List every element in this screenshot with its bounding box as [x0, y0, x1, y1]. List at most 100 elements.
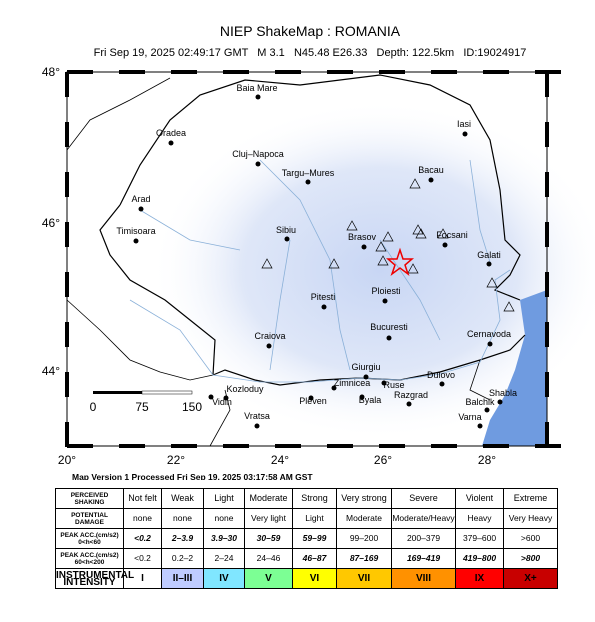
city-label: Varna [458, 412, 481, 422]
table-cell: none [123, 508, 162, 529]
station [377, 255, 389, 266]
longitude-label: 20° [58, 453, 76, 467]
frame-tick [65, 422, 69, 447]
city-label: Ruse [383, 380, 404, 390]
frame-tick [545, 272, 549, 297]
scale-label: 75 [135, 400, 149, 414]
frame-tick [119, 444, 145, 448]
city-label: Focsani [436, 230, 468, 240]
cities: Baia Mare Oradea Cluj–Napoca Targu–Mures Ias… [116, 83, 517, 429]
table-cell: Extreme [503, 488, 558, 509]
city-dot [486, 261, 492, 267]
table-cell: 169–419 [391, 548, 456, 569]
city-label: Giurgiu [351, 362, 380, 372]
table-cell: >600 [503, 528, 558, 549]
frame-tick [171, 444, 197, 448]
city-label: Pleven [299, 396, 327, 406]
station [437, 228, 449, 239]
city-dot [462, 131, 468, 137]
frame-tick [65, 272, 69, 297]
frame-tick [545, 172, 549, 197]
table-cell: Very Heavy [503, 508, 558, 529]
table-cell: I [123, 568, 162, 589]
table-cell: 30–59 [244, 528, 293, 549]
table-cell: IX [455, 568, 504, 589]
station [375, 241, 387, 252]
row-header: PERCEIVED SHAKING [55, 488, 124, 509]
station [409, 178, 421, 189]
version-note: Map Version 1 Processed Fri Sep 19, 2025… [72, 472, 313, 480]
table-cell: 59–99 [292, 528, 337, 549]
latitude-label: 46° [42, 216, 60, 230]
frame-tick [379, 444, 405, 448]
table-cell: VII [336, 568, 392, 589]
city-label: Sibiu [276, 225, 296, 235]
frame-tick [327, 444, 353, 448]
table-cell: II–III [161, 568, 204, 589]
station [407, 263, 419, 274]
table-cell: X+ [503, 568, 558, 589]
city-label: Byala [359, 395, 382, 405]
table-row: PEAK ACC.(cm/s2) 0<h<60 <0.2 2–3.9 3.9–30 30… [55, 528, 558, 549]
table-cell: Severe [391, 488, 456, 509]
city-label: Vidin [212, 397, 232, 407]
table-cell: 87–169 [336, 548, 392, 569]
frame-tick [431, 70, 457, 74]
table-cell: 2–24 [203, 548, 245, 569]
scale-label: 0 [90, 400, 97, 414]
city-label: Arad [131, 194, 150, 204]
city-dot [442, 242, 448, 248]
table-cell: 3.9–30 [203, 528, 245, 549]
row-header: POTENTIAL DAMAGE [55, 508, 124, 529]
station [382, 231, 394, 242]
city-dot [406, 401, 412, 407]
longitude-label: 22° [167, 453, 185, 467]
city-dot [477, 423, 483, 429]
city-label: Bucuresti [370, 322, 408, 332]
longitude-label: 26° [374, 453, 392, 467]
city-dot [361, 244, 367, 250]
city-dot [305, 179, 311, 185]
table-cell: Light [203, 488, 245, 509]
city-label: Brasov [348, 232, 377, 242]
frame-tick [223, 444, 249, 448]
city-label: Galati [477, 250, 501, 260]
table-cell: Violent [455, 488, 504, 509]
frame-tick [119, 70, 145, 74]
rivers [129, 159, 511, 383]
city-label: Timisoara [116, 226, 155, 236]
table-cell: 200–379 [391, 528, 456, 549]
table-cell: VIII [391, 568, 456, 589]
table-cell: Strong [292, 488, 337, 509]
subtitle: Fri Sep 19, 2025 02:49:17 GMT M 3.1 N45.… [94, 47, 527, 59]
table-cell: 24–46 [244, 548, 293, 569]
frame-tick [545, 322, 549, 347]
city-label: Baia Mare [236, 83, 277, 93]
longitude-label: 28° [478, 453, 496, 467]
table-cell: Light [292, 508, 337, 529]
map-frame [66, 71, 548, 447]
table-cell: <0.2 [123, 528, 162, 549]
city-dot [223, 395, 229, 401]
table-cell: 99–200 [336, 528, 392, 549]
city-dot [381, 380, 387, 386]
city-dot [428, 177, 434, 183]
row-header: INSTRUMENTAL INTENSITY [55, 568, 135, 589]
frame-tick [65, 322, 69, 347]
row-header: PEAK ACC.(cm/s2) 60<h<200 [55, 548, 124, 569]
city-label: Vratsa [244, 411, 270, 421]
table-row: PEAK ACC.(cm/s2) 60<h<200 <0.2 0.2–2 2–24 24… [55, 548, 558, 569]
map-figure: NIEP ShakeMap : ROMANIA Fri Sep 19, 2025… [42, 23, 595, 480]
latitude-label: 44° [42, 364, 60, 378]
city-label: Dulovo [427, 370, 455, 380]
city-dot [138, 206, 144, 212]
city-label: Cernavoda [467, 329, 511, 339]
table-cell: <0.2 [123, 548, 162, 569]
table-cell: IV [203, 568, 245, 589]
frame-tick [545, 372, 549, 397]
city-dot [266, 343, 272, 349]
frame-tick [171, 70, 197, 74]
intensity-scale-table: PERCEIVED SHAKING Not felt Weak Light Modera… [55, 488, 558, 589]
scale-line [141, 390, 193, 395]
